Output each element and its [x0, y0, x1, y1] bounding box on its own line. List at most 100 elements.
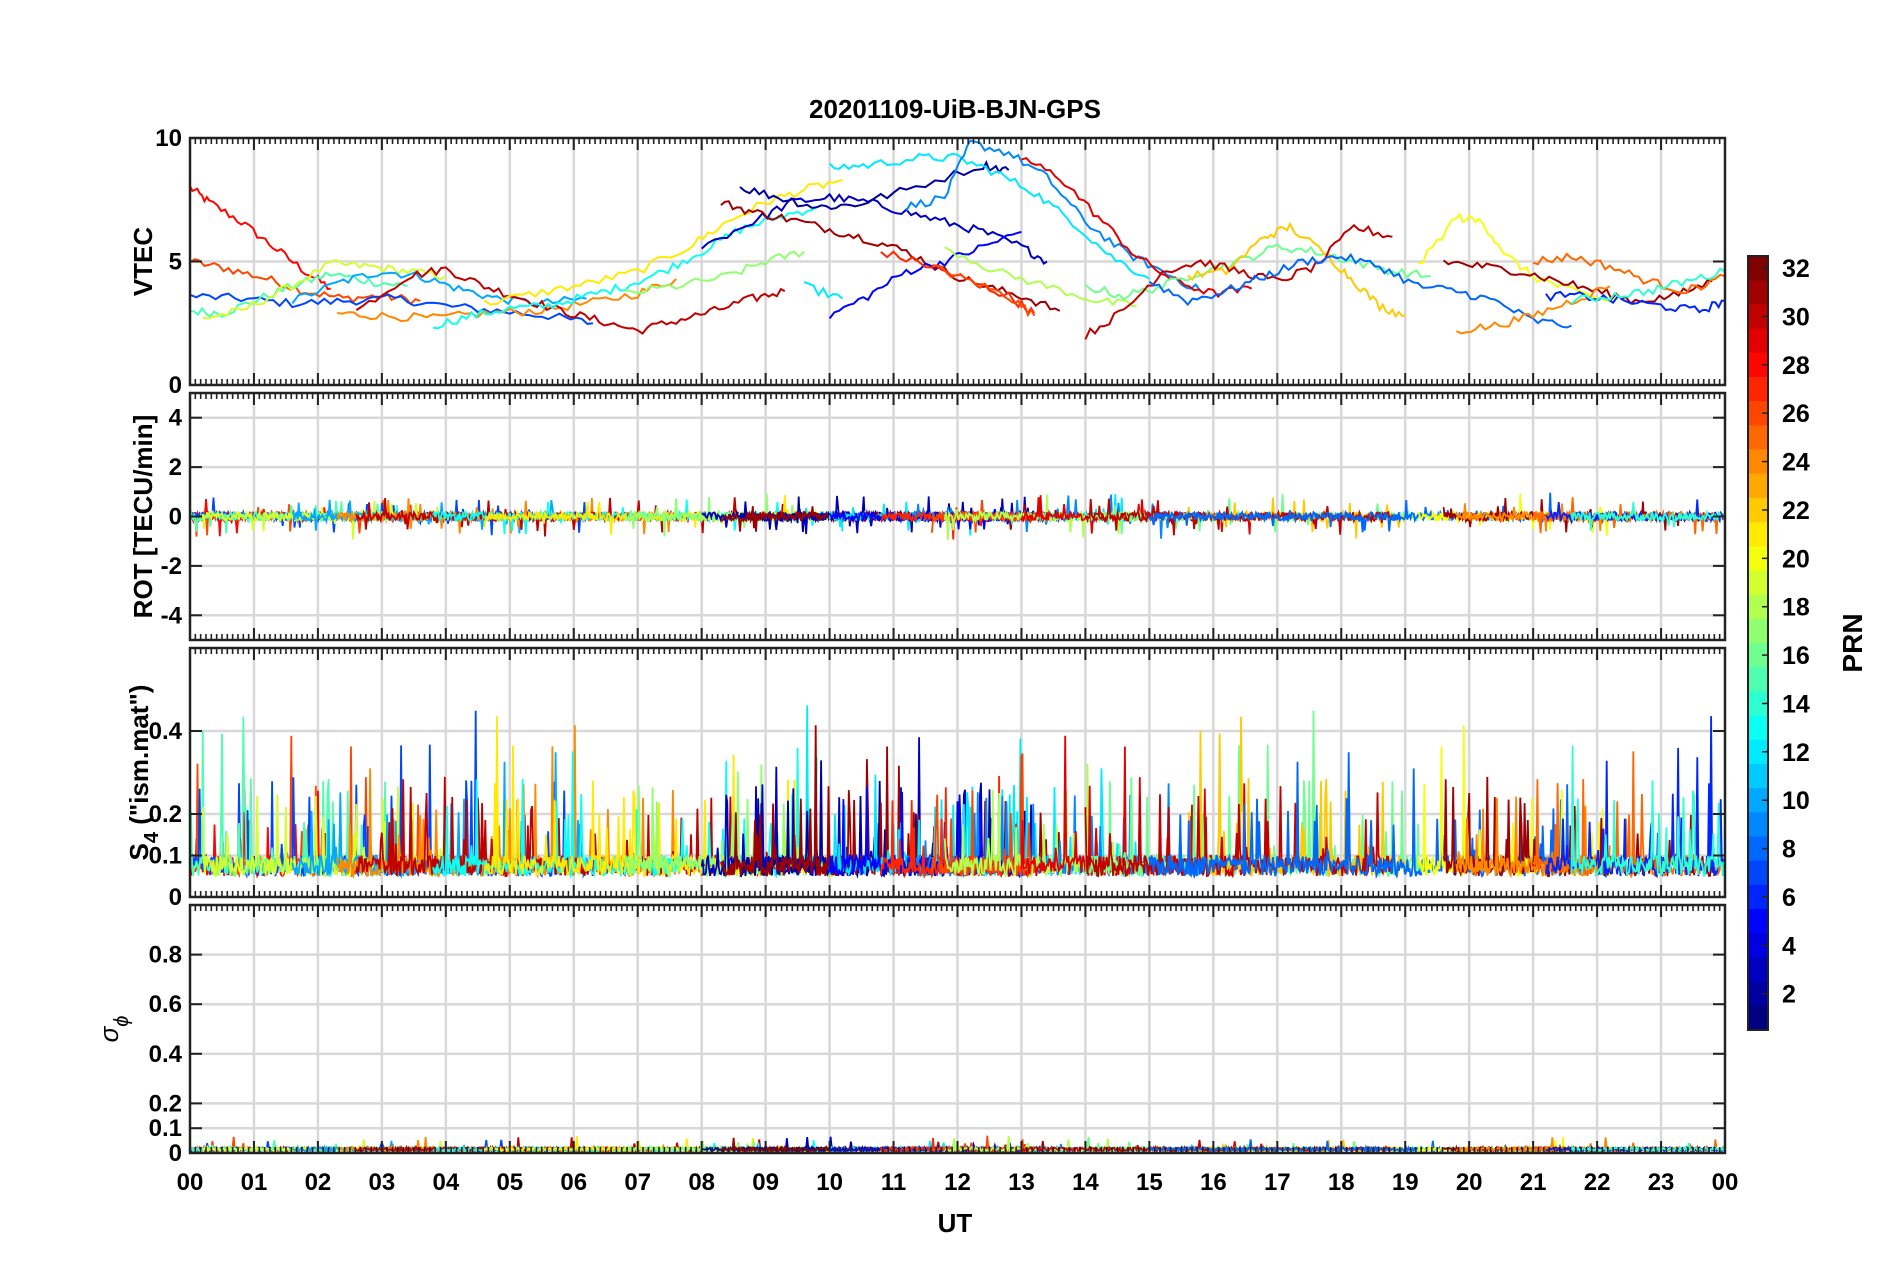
- series-line-prn-25: [1532, 252, 1726, 295]
- y-tick-label: 5: [169, 249, 182, 276]
- x-tick-label: 14: [1072, 1169, 1099, 1196]
- colorbar-swatch: [1748, 739, 1768, 765]
- colorbar-tick-label: 4: [1782, 932, 1796, 960]
- trace-prn-12: [803, 507, 844, 532]
- colorbar-swatch: [1748, 546, 1768, 572]
- series-line-prn-12: [803, 281, 844, 300]
- y-tick-label: 0.1: [149, 1115, 182, 1142]
- colorbar-swatch: [1748, 788, 1768, 813]
- series-line-prn-26: [931, 264, 1036, 318]
- colorbar-swatch: [1748, 449, 1768, 475]
- x-tick-label: 02: [305, 1169, 332, 1196]
- colorbar-swatch: [1748, 643, 1768, 668]
- x-tick-label: 09: [752, 1169, 779, 1196]
- colorbar-tick-label: 28: [1782, 352, 1810, 380]
- colorbar-swatch: [1748, 328, 1768, 354]
- x-tick-label: 04: [432, 1169, 459, 1196]
- panel-sigma: 00.10.2 0.4 0.6 0.8 σϕ: [94, 903, 1727, 1167]
- x-tick-label: 05: [496, 1169, 523, 1196]
- x-tick-label: 18: [1328, 1169, 1355, 1196]
- x-tick-label: 20: [1456, 1169, 1483, 1196]
- colorbar-tick-label: 30: [1782, 303, 1810, 331]
- colorbar-swatch: [1748, 570, 1768, 596]
- colorbar-tick-label: 26: [1782, 400, 1810, 428]
- y-tick-label: 0.4: [149, 1041, 183, 1068]
- x-tick-label: 19: [1392, 1169, 1419, 1196]
- x-tick-label: 01: [241, 1169, 268, 1196]
- colorbar-tick-label: 6: [1782, 884, 1796, 912]
- series-line-prn-24: [337, 278, 677, 323]
- series-line-prn-29: [1021, 156, 1253, 299]
- y-tick-label: -2: [161, 553, 182, 580]
- y-tick-label: 0: [169, 1140, 182, 1167]
- x-tick-label: 22: [1584, 1169, 1611, 1196]
- y-axis-label-subscript: 4: [141, 831, 163, 843]
- x-tick-label: 11: [881, 1169, 906, 1196]
- series-line-prn-2: [739, 160, 1010, 211]
- panel-frame: [188, 903, 1727, 1155]
- panel-frame: [188, 391, 1727, 642]
- colorbar-swatch: [1748, 884, 1768, 910]
- x-tick-label: 07: [624, 1169, 651, 1196]
- y-tick-label: 0: [169, 504, 182, 531]
- series-line-prn-17: [624, 250, 805, 295]
- trace-prn-17: [624, 493, 805, 537]
- series-line-prn-30: [1084, 223, 1393, 340]
- y-axis-label: VTEC: [128, 227, 158, 297]
- series-group: [189, 705, 1726, 880]
- colorbar-swatch: [1748, 256, 1768, 281]
- colorbar-tick-label: 18: [1782, 594, 1810, 622]
- series-line-prn-31: [720, 200, 1061, 312]
- colorbar-tick-label: 8: [1782, 836, 1796, 864]
- panel-frame: [188, 646, 1727, 899]
- series-line-prn-20: [1417, 212, 1611, 302]
- y-tick-label: 2: [169, 454, 182, 481]
- colorbar-tick-label: 20: [1782, 545, 1810, 573]
- colorbar-swatch: [1748, 497, 1768, 523]
- panel-s4: 00.10.20.4S4 ("ism.mat"): [124, 646, 1727, 911]
- colorbar-swatch: [1748, 763, 1768, 789]
- series-line-prn-18: [944, 246, 1137, 307]
- colorbar-swatch: [1748, 304, 1768, 330]
- colorbar-swatch: [1748, 836, 1768, 862]
- colorbar-tick-label: 24: [1782, 449, 1810, 477]
- series-line-prn-6: [1545, 290, 1726, 314]
- series-line-prn-8: [1148, 252, 1572, 329]
- colorbar-swatch: [1748, 957, 1768, 983]
- colorbar-tick-label: 22: [1782, 497, 1810, 525]
- series-line-prn-30: [355, 266, 786, 335]
- colorbar-swatch: [1748, 812, 1768, 838]
- panel-rot: -4 -2 0 2 4 ROT [TECU/min]: [128, 391, 1727, 642]
- x-tick-label: 21: [1520, 1169, 1547, 1196]
- series-line-prn-22: [1187, 221, 1406, 319]
- x-tick-labels: 00 01 02 03 04 05 06 07 08 09 10 11 12 13 14 15 16 17 18 19…: [177, 1169, 1739, 1196]
- y-axis-label-main: S: [124, 843, 154, 860]
- y-tick-label: 0.2: [149, 801, 182, 828]
- colorbar-swatch: [1748, 909, 1768, 934]
- y-tick-label: 0.4: [149, 718, 183, 745]
- colorbar-swatch: [1748, 618, 1768, 644]
- colorbar-swatch: [1748, 691, 1768, 717]
- x-tick-label: 10: [816, 1169, 843, 1196]
- x-tick-label: 16: [1200, 1169, 1227, 1196]
- series-line-prn-7: [189, 292, 594, 325]
- colorbar-swatch: [1748, 352, 1768, 378]
- colorbar-tick-label: 2: [1782, 981, 1796, 1009]
- trace-prn-24: [1455, 796, 1611, 879]
- colorbar-swatch: [1748, 981, 1768, 1007]
- colorbar-swatch: [1748, 473, 1768, 499]
- y-tick-label: 4: [169, 405, 183, 432]
- colorbar-swatch: [1748, 1005, 1768, 1031]
- colorbar-tick-label: 16: [1782, 642, 1810, 670]
- y-axis-label: ROT [TECU/min]: [128, 415, 158, 619]
- colorbar-swatch: [1748, 401, 1768, 426]
- y-tick-label: 0: [169, 372, 182, 399]
- colorbar-tick-label: 12: [1782, 739, 1810, 767]
- colorbar-tick-label: 14: [1782, 690, 1810, 718]
- colorbar-swatch: [1748, 594, 1768, 620]
- y-tick-label: -4: [161, 602, 183, 629]
- colorbar-frame: [1747, 255, 1769, 1031]
